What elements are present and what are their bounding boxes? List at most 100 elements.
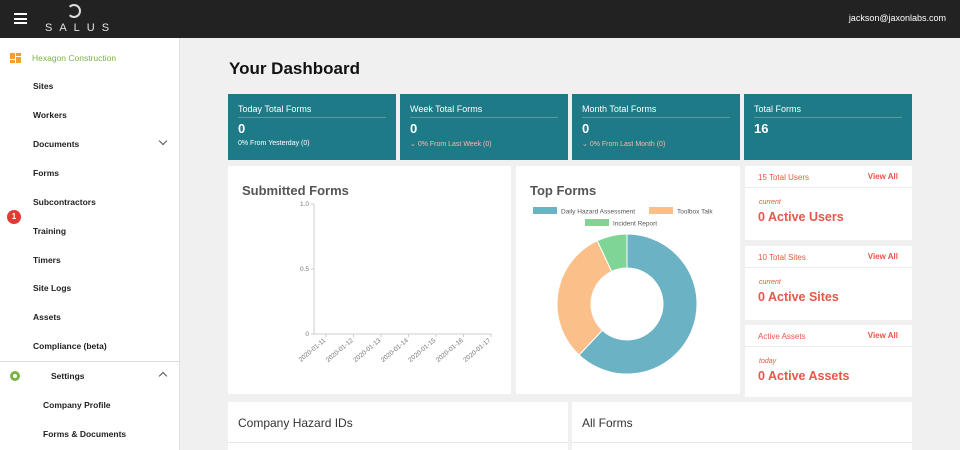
assets-view-all-link[interactable]: View All: [867, 331, 898, 340]
card-title: Top Forms: [530, 183, 597, 198]
stat-delta: 0% From Last Month (0): [589, 141, 666, 148]
sidebar-org[interactable]: Hexagon Construction: [0, 38, 179, 78]
card-title: All Forms: [582, 416, 633, 430]
stat-title: Total Forms: [754, 104, 802, 114]
x-tick-label: 2020-01-14: [380, 337, 410, 364]
submitted-forms-chart: 1.00.502020-01-112020-01-122020-01-13202…: [298, 201, 493, 364]
stat-delta: 0% From Yesterday (0): [238, 140, 310, 147]
x-tick-label: 2020-01-13: [352, 337, 382, 364]
stat-title: Week Total Forms: [410, 104, 483, 114]
sidebar-item-label: Forms & Documents: [43, 429, 127, 439]
sidebar-item-training[interactable]: Training: [0, 217, 179, 245]
active-sites-value: 0 Active Sites: [758, 290, 839, 304]
x-tick-label: 2020-01-16: [435, 337, 465, 364]
users-view-all-link[interactable]: View All: [867, 172, 898, 181]
sidebar-item-label: Workers: [33, 110, 67, 120]
chevron-down-icon: ⌄: [410, 141, 418, 148]
stat-value: 0: [238, 121, 246, 136]
stat-value: 0: [410, 121, 418, 136]
legend-label: Incident Report: [613, 221, 657, 228]
app-logo[interactable]: SALUS: [45, 22, 117, 34]
sidebar-item-label: Company Profile: [43, 400, 111, 410]
gear-icon: [10, 371, 20, 381]
sidebar-item-compliance[interactable]: Compliance (beta): [0, 332, 179, 360]
stat-title: Month Total Forms: [582, 104, 657, 114]
sidebar-item-label: Sites: [33, 81, 54, 91]
stat-value: 0: [582, 121, 590, 136]
dashboard-icon: [10, 53, 21, 63]
sidebar-item-subcontractors[interactable]: Subcontractors: [0, 188, 179, 216]
sidebar-item-label: Subcontractors: [33, 197, 96, 207]
sidebar-item-label: Forms: [33, 168, 59, 178]
legend-swatch: [585, 219, 609, 226]
top-bar: SALUS jackson@jaxonlabs.com: [0, 0, 960, 38]
card-title: Company Hazard IDs: [238, 416, 353, 430]
stat-total-forms[interactable]: Total Forms 16: [744, 94, 912, 160]
sidebar: Hexagon Construction Sites Workers Docum…: [0, 38, 180, 450]
sidebar-item-company-profile[interactable]: Company Profile: [0, 391, 179, 419]
sidebar-item-label: Training: [33, 226, 67, 236]
legend-swatch: [533, 207, 557, 214]
sidebar-item-settings[interactable]: Settings: [0, 362, 179, 390]
submitted-forms-card: Submitted Forms 1.0 0.5 0 2020-01-11 2020-01…: [228, 166, 511, 394]
users-header: 15 Total Users: [758, 173, 809, 182]
sites-caption: current: [759, 279, 781, 286]
stat-month-forms[interactable]: Month Total Forms 0 ⌄ 0% From Last Month…: [572, 94, 740, 160]
stat-delta: 0% From Last Week (0): [417, 141, 492, 148]
donut-slice[interactable]: [578, 233, 698, 375]
top-forms-card: Top Forms Daily Hazard Assessment Toolbox…: [516, 166, 740, 394]
users-caption: current: [759, 199, 781, 206]
hazard-ids-card: Company Hazard IDs: [228, 402, 568, 450]
sidebar-item-timers[interactable]: Timers: [0, 246, 179, 274]
stat-today-forms[interactable]: Today Total Forms 0 0% From Yesterday (0…: [228, 94, 396, 160]
x-tick-label: 2020-01-12: [325, 337, 355, 364]
assets-header: Active Assets: [758, 332, 806, 341]
y-tick-label: 0: [305, 331, 309, 338]
chevron-down-icon: ⌄: [582, 141, 590, 148]
chevron-up-icon[interactable]: [158, 371, 168, 381]
assets-caption: today: [759, 358, 777, 365]
legend-label: Daily Hazard Assessment: [561, 209, 635, 216]
sidebar-item-label: Timers: [33, 255, 61, 265]
page-title: Your Dashboard: [229, 59, 360, 78]
donut-slice[interactable]: [596, 233, 628, 273]
stat-title: Today Total Forms: [238, 104, 312, 114]
divider: [0, 361, 179, 362]
training-badge: 1: [7, 210, 21, 224]
users-card: 15 Total Users View All current 0 Active…: [745, 166, 912, 240]
all-forms-card: All Forms: [572, 402, 912, 450]
active-users-value: 0 Active Users: [758, 210, 844, 224]
sidebar-item-site-logs[interactable]: Site Logs: [0, 274, 179, 302]
stat-week-forms[interactable]: Week Total Forms 0 ⌄ 0% From Last Week (…: [400, 94, 568, 160]
sidebar-item-label: Site Logs: [33, 283, 72, 293]
sidebar-item-label: Documents: [33, 139, 80, 149]
assets-card: Active Assets View All today 0 Active As…: [745, 325, 912, 397]
chevron-down-icon[interactable]: [158, 136, 168, 146]
sidebar-item-label: Compliance (beta): [33, 341, 107, 351]
top-forms-chart: Daily Hazard Assessment Toolbox Talk Incid…: [533, 207, 713, 375]
sidebar-item-documents[interactable]: Documents: [0, 130, 179, 158]
sidebar-item-workers[interactable]: Workers: [0, 101, 179, 129]
menu-icon[interactable]: [14, 13, 27, 24]
user-email[interactable]: jackson@jaxonlabs.com: [848, 13, 946, 23]
sidebar-item-forms-documents[interactable]: Forms & Documents: [0, 420, 179, 448]
x-tick-label: 2020-01-17: [462, 337, 492, 364]
logo-icon: [67, 4, 81, 18]
card-title: Submitted Forms: [242, 183, 349, 198]
sidebar-item-assets[interactable]: Assets: [0, 303, 179, 331]
sidebar-item-sites[interactable]: Sites: [0, 72, 179, 100]
legend-label: Toolbox Talk: [677, 209, 713, 216]
x-tick-label: 2020-01-15: [407, 337, 437, 364]
sidebar-item-forms[interactable]: Forms: [0, 159, 179, 187]
y-tick-label: 0.5: [300, 266, 309, 273]
sidebar-item-label: Settings: [51, 371, 85, 381]
y-tick-label: 1.0: [300, 201, 309, 208]
active-assets-value: 0 Active Assets: [758, 369, 850, 383]
sites-view-all-link[interactable]: View All: [867, 252, 898, 261]
x-tick-label: 2020-01-11: [298, 337, 328, 364]
sites-card: 10 Total Sites View All current 0 Active…: [745, 246, 912, 320]
org-name: Hexagon Construction: [32, 53, 117, 63]
legend-swatch: [649, 207, 673, 214]
sidebar-item-label: Assets: [33, 312, 61, 322]
donut-slice[interactable]: [556, 239, 613, 356]
